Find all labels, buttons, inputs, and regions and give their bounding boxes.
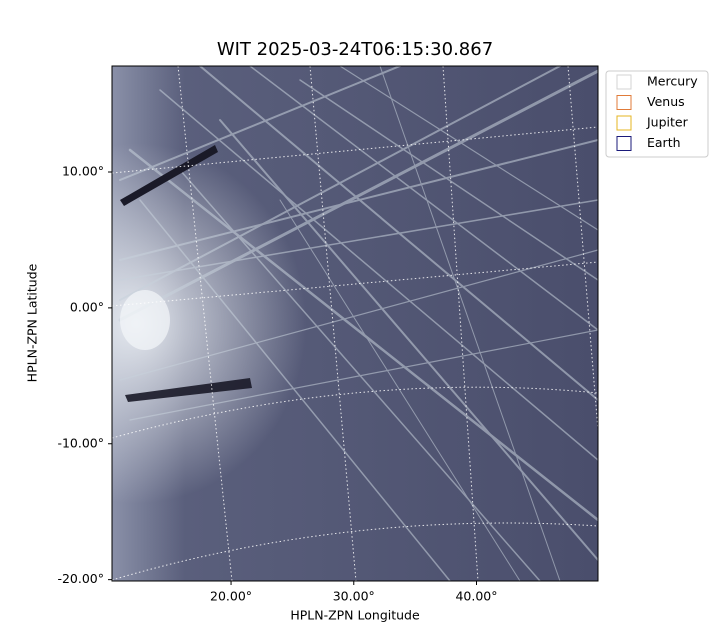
image: [112, 66, 598, 581]
y-axis-label: HPLN-ZPN Latitude: [25, 263, 40, 382]
plot-frame: [111, 65, 599, 582]
legend-swatch: [616, 136, 632, 151]
y-tick-label: -20.00°: [57, 571, 104, 586]
x-tick-label: 20.00°: [210, 589, 252, 604]
x-tick-label: 40.00°: [455, 589, 497, 604]
legend-swatch: [616, 95, 632, 110]
y-tick-label: 10.00°: [62, 163, 104, 178]
legend-swatch: [616, 115, 632, 131]
legend-label: Jupiter: [646, 115, 689, 130]
y-tick-label: 0.00°: [70, 299, 104, 314]
legend-swatch: [616, 74, 632, 90]
x-axis-label: HPLN-ZPN Longitude: [290, 608, 420, 623]
legend-label: Earth: [647, 135, 681, 150]
chart-title: WIT 2025-03-24T06:15:30.867: [217, 39, 493, 60]
y-tick-label: -10.00°: [57, 435, 104, 450]
legend-label: Mercury: [647, 74, 698, 89]
legend: [605, 70, 709, 158]
x-tick-label: 30.00°: [333, 589, 375, 604]
legend-label: Venus: [647, 94, 685, 109]
